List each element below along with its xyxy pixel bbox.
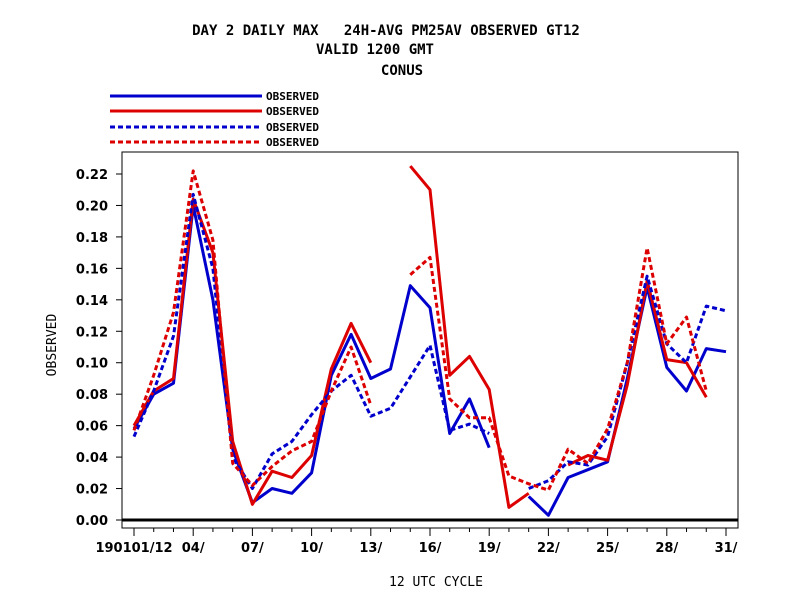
x-axis-label: 12 UTC CYCLE <box>389 575 483 590</box>
x-tick-label: 31/ <box>715 541 738 556</box>
series-layer <box>132 165 727 517</box>
series-line-3 <box>132 192 490 490</box>
x-tick-label: 04/ <box>182 541 205 556</box>
y-axis: 0.00 0.02 0.04 0.06 0.08 0.10 0.12 0.14 0.16 0.18… <box>76 168 122 529</box>
x-tick-label: 25/ <box>596 541 619 556</box>
y-tick-label: 0.20 <box>76 199 108 214</box>
y-tick-label: 0.08 <box>76 388 108 403</box>
chart-title-line-1: DAY 2 DAILY MAX 24H-AVG PM25AV OBSERVED … <box>192 23 580 39</box>
legend-label-2: OBSERVED <box>266 105 319 118</box>
x-tick-label: 13/ <box>359 541 382 556</box>
y-tick-label: 0.16 <box>76 262 108 277</box>
series-line-2 <box>567 279 708 467</box>
y-tick-label: 0.06 <box>76 420 108 435</box>
chart-title-line-2: VALID 1200 GMT <box>316 42 434 58</box>
x-tick-label: 190101/12 <box>95 541 172 556</box>
legend-label-1: OBSERVED <box>266 90 319 103</box>
y-axis-label: OBSERVED <box>45 314 60 377</box>
y-tick-label: 0.02 <box>76 483 108 498</box>
y-tick-label: 0.00 <box>76 514 108 529</box>
y-tick-label: 0.12 <box>76 325 108 340</box>
series-line-2 <box>132 197 373 506</box>
legend-label-3: OBSERVED <box>266 121 319 134</box>
y-tick-label: 0.04 <box>76 451 108 466</box>
y-tick-label: 0.10 <box>76 357 108 372</box>
y-tick-label: 0.18 <box>76 231 108 246</box>
x-tick-label: 10/ <box>300 541 323 556</box>
series-line-4 <box>132 169 373 487</box>
x-tick-label: 19/ <box>478 541 501 556</box>
x-axis: 190101/12 04/07/10/13/16/19/22/25/28/31/ <box>95 528 738 556</box>
y-tick-label: 0.14 <box>76 294 108 309</box>
legend: OBSERVED OBSERVED OBSERVED OBSERVED <box>110 90 319 149</box>
x-tick-label: 16/ <box>419 541 442 556</box>
chart-title-line-3: CONUS <box>381 63 423 79</box>
legend-label-4: OBSERVED <box>266 136 319 149</box>
series-line-2 <box>409 165 530 509</box>
x-tick-label: 28/ <box>655 541 678 556</box>
y-tick-label: 0.22 <box>76 168 108 183</box>
x-tick-label: 22/ <box>537 541 560 556</box>
x-tick-label: 07/ <box>241 541 264 556</box>
